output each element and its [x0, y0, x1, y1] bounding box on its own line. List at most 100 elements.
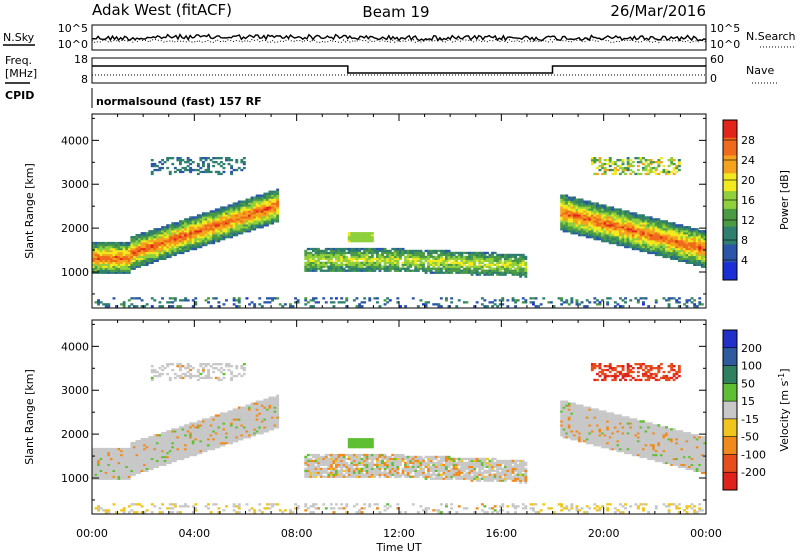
y-tick-label: 3000 [61, 178, 89, 191]
power-cell [210, 240, 213, 242]
power-cell [530, 301, 533, 303]
power-cell [161, 256, 164, 258]
power-cell [217, 236, 220, 238]
power-cell [156, 246, 159, 248]
power-cell [171, 248, 174, 250]
power-cell [384, 299, 387, 301]
velocity-cell [225, 420, 228, 422]
power-cell [412, 254, 415, 256]
power-cell [629, 222, 632, 224]
power-cell [686, 228, 689, 230]
power-cell [366, 240, 369, 242]
power-cell [609, 238, 612, 240]
power-cell [512, 272, 515, 274]
power-cell [192, 236, 195, 238]
power-cell [540, 303, 543, 305]
velocity-cell [169, 446, 172, 448]
power-cell [210, 232, 213, 234]
power-cell [386, 250, 389, 252]
power-cell [240, 224, 243, 226]
power-cell [606, 240, 609, 242]
power-cell [647, 236, 650, 238]
velocity-cell [212, 367, 215, 369]
velocity-cell [174, 503, 177, 505]
power-cell [115, 248, 118, 250]
power-cell [688, 240, 691, 242]
velocity-cell [133, 511, 136, 513]
power-cell [412, 262, 415, 264]
velocity-cell [179, 428, 182, 430]
power-cell [471, 272, 474, 274]
power-cell [391, 264, 394, 266]
power-cell [670, 238, 673, 240]
power-cell [143, 240, 146, 242]
velocity-cell [215, 422, 218, 424]
power-cell [596, 230, 599, 232]
power-cell [148, 230, 151, 232]
power-cell [350, 252, 353, 254]
power-cell [197, 220, 200, 222]
power-cell [384, 303, 387, 305]
power-cell [187, 248, 190, 250]
velocity-cell [225, 438, 228, 440]
velocity-cell [100, 468, 103, 470]
power-cell [248, 201, 251, 203]
power-cell [652, 248, 655, 250]
power-cell [391, 260, 394, 262]
velocity-cell [141, 450, 144, 452]
velocity-cell [230, 430, 233, 432]
power-cell [113, 260, 116, 262]
velocity-cell [223, 373, 226, 375]
power-cell [499, 268, 502, 270]
velocity-cell [223, 420, 226, 422]
power-cell [458, 254, 461, 256]
power-cell [407, 262, 410, 264]
power-cell [230, 224, 233, 226]
power-cell [205, 228, 208, 230]
velocity-cell [194, 430, 197, 432]
power-cell [647, 252, 650, 254]
power-cell [409, 250, 412, 252]
power-cell [532, 301, 535, 303]
power-cell [599, 208, 602, 210]
power-cell [373, 264, 376, 266]
power-cell [455, 256, 458, 258]
power-cell [266, 222, 269, 224]
power-cell [593, 297, 596, 299]
velocity-cell [95, 466, 98, 468]
power-cell [627, 210, 630, 212]
power-cell [371, 236, 374, 238]
power-cell [601, 206, 604, 208]
velocity-cell [230, 379, 233, 381]
power-cell [506, 264, 509, 266]
power-cell [363, 248, 366, 250]
power-cell [246, 222, 249, 224]
velocity-cell [210, 436, 213, 438]
power-cell [652, 236, 655, 238]
power-cell [691, 246, 694, 248]
power-cell [115, 254, 118, 256]
power-cell [333, 256, 336, 258]
power-cell [266, 214, 269, 216]
velocity-cell [184, 426, 187, 428]
velocity-cell [189, 454, 192, 456]
velocity-cell [217, 369, 220, 371]
velocity-cell [223, 434, 226, 436]
power-cell [622, 210, 625, 212]
velocity-cell [220, 442, 223, 444]
power-cell [583, 232, 586, 234]
velocity-cell [161, 458, 164, 460]
power-cell [238, 167, 241, 169]
velocity-cell [220, 422, 223, 424]
velocity-cell [141, 462, 144, 464]
power-cell [412, 256, 415, 258]
power-cell [197, 222, 200, 224]
power-cell [333, 248, 336, 250]
power-cell [194, 244, 197, 246]
power-cell [215, 238, 218, 240]
velocity-cell [169, 454, 172, 456]
power-cell [558, 297, 561, 299]
power-cell [343, 254, 346, 256]
velocity-cell [136, 458, 139, 460]
velocity-cell [120, 462, 123, 464]
